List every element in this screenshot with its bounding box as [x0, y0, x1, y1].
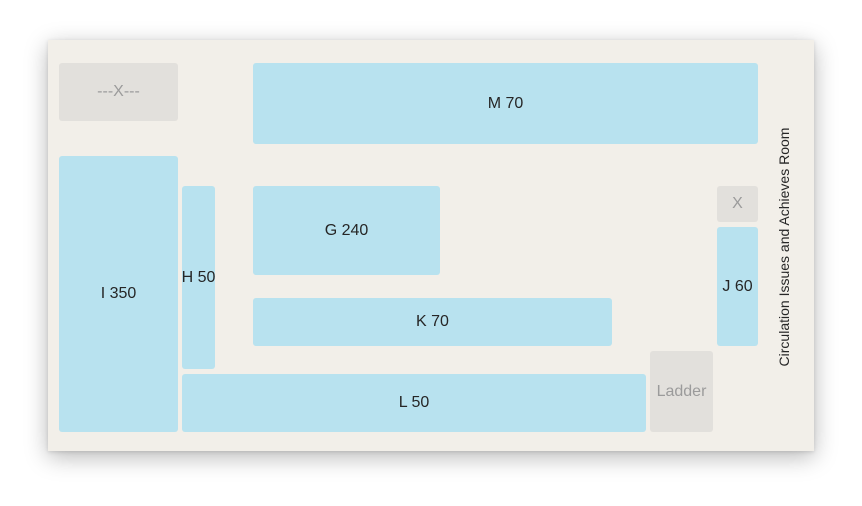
shelf-l[interactable]: L 50 [182, 374, 646, 432]
shelf-m[interactable]: M 70 [253, 63, 758, 144]
shelf-g[interactable]: G 240 [253, 186, 440, 275]
fixture-top-left: ---X--- [59, 63, 178, 121]
shelf-j[interactable]: J 60 [717, 227, 758, 346]
shelf-i[interactable]: I 350 [59, 156, 178, 432]
fixture-ladder: Ladder [650, 351, 713, 432]
fixture-x: X [717, 186, 758, 222]
room-label: Circulation Issues and Achieves Room [776, 127, 792, 367]
shelf-h[interactable]: H 50 [182, 186, 215, 369]
shelf-k[interactable]: K 70 [253, 298, 612, 346]
